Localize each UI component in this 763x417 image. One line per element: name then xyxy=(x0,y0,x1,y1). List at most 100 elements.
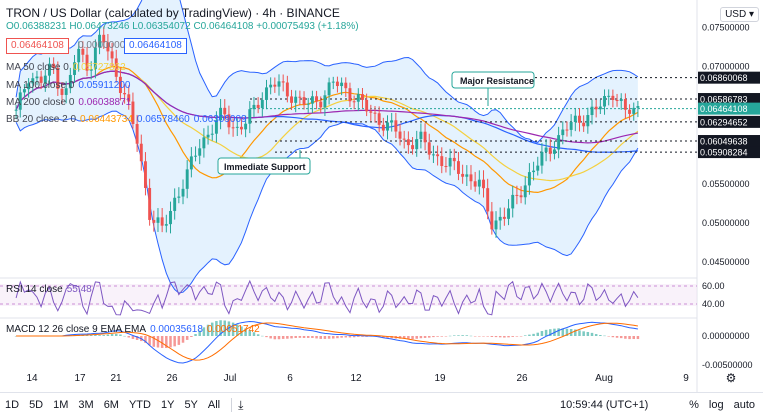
candle-body xyxy=(89,69,93,71)
candle-body xyxy=(156,217,160,223)
candle-body xyxy=(352,101,356,103)
candle xyxy=(427,133,431,160)
candle xyxy=(461,164,465,184)
macd-histogram-bar xyxy=(582,331,585,336)
macd-histogram-bar xyxy=(436,336,439,337)
candle-body xyxy=(265,87,268,100)
ma200-legend[interactable]: MA 200 close 0 0.06038871 xyxy=(6,97,131,108)
candle xyxy=(68,67,72,94)
candle-body xyxy=(177,196,181,198)
macd-histogram-bar xyxy=(482,336,485,337)
candle-body xyxy=(502,216,506,219)
candle-body xyxy=(310,96,314,104)
ma100-label: MA 100 close 0 xyxy=(6,80,75,91)
candle xyxy=(586,107,590,134)
macd-histogram-bar xyxy=(144,336,147,343)
timeframe-5y[interactable]: 5Y xyxy=(184,399,198,411)
timeframe-6m[interactable]: 6M xyxy=(103,399,119,411)
currency-select[interactable]: USD ▾ xyxy=(720,7,759,22)
macd-histogram-bar xyxy=(423,336,427,338)
macd-histogram-bar xyxy=(319,336,322,339)
macd-histogram-bar xyxy=(578,330,581,336)
price-label-text: 0.06586783 xyxy=(700,95,748,105)
candle xyxy=(185,160,189,199)
timeframe-1m[interactable]: 1M xyxy=(53,399,69,411)
macd-histogram-bar xyxy=(611,336,615,338)
log-toggle[interactable]: log xyxy=(708,399,724,411)
candle xyxy=(285,75,289,103)
candle-body xyxy=(511,194,515,209)
candle xyxy=(85,47,89,77)
candle-body xyxy=(532,170,536,173)
macd-legend[interactable]: MACD 12 26 close 9 EMA EMA 0.00035618 0.00… xyxy=(6,324,260,335)
sell-price-box[interactable]: 0.06464108 xyxy=(6,38,69,54)
buy-price-box[interactable]: 0.06464108 xyxy=(124,38,187,54)
candle xyxy=(373,106,377,123)
macd-histogram-bar xyxy=(114,333,118,336)
timeframe-5d[interactable]: 5D xyxy=(29,399,44,411)
candle xyxy=(515,185,519,205)
candle xyxy=(18,87,22,118)
bollinger-basis-line xyxy=(15,65,639,194)
candle xyxy=(139,134,143,171)
candle-body xyxy=(515,194,519,196)
macd-histogram-bar xyxy=(248,330,252,336)
candle xyxy=(194,146,198,162)
price-chart[interactable]: Major Resistance Immediate Support 60.00 4… xyxy=(0,0,763,392)
timeframe-all[interactable]: All xyxy=(207,399,221,411)
timeframe-1d[interactable]: 1D xyxy=(5,399,20,411)
candle-body xyxy=(73,62,76,75)
macd-histogram-bar xyxy=(607,336,610,337)
rsi-legend[interactable]: RSI 14 close 55.48 xyxy=(6,284,92,295)
candle-body xyxy=(298,96,302,98)
annotation-box xyxy=(217,157,311,175)
candle xyxy=(239,118,243,135)
timeframe-ytd[interactable]: YTD xyxy=(128,399,151,411)
settings-gear-icon[interactable]: ⚙ xyxy=(726,371,737,385)
auto-toggle[interactable]: auto xyxy=(733,399,755,411)
candle-body xyxy=(565,129,569,131)
candle-body xyxy=(578,115,581,123)
spread-value: 0.00000000 xyxy=(78,40,131,51)
candle xyxy=(636,100,640,118)
candle xyxy=(540,143,544,174)
bb-legend[interactable]: BB 20 close 2 0 0.06443734 0.06578460 0.063… xyxy=(6,114,247,125)
candle-body xyxy=(590,106,594,116)
macd-histogram-bar xyxy=(427,336,431,338)
macd-histogram-bar xyxy=(603,335,606,337)
timeframe-1y[interactable]: 1Y xyxy=(160,399,175,411)
candle-body xyxy=(273,84,277,87)
candle xyxy=(477,170,481,195)
candle xyxy=(60,82,64,105)
bollinger-lower-line xyxy=(15,110,639,294)
candle xyxy=(177,187,181,204)
candle xyxy=(277,74,281,96)
candle xyxy=(106,33,110,61)
candle-body xyxy=(406,139,410,146)
candle xyxy=(265,79,268,110)
candle-body xyxy=(56,68,60,89)
date-range-icon[interactable]: ⤓ xyxy=(238,397,244,412)
candle-body xyxy=(81,48,85,55)
candle-body xyxy=(498,216,502,221)
timeframe-3m[interactable]: 3M xyxy=(78,399,94,411)
candle-body xyxy=(214,120,218,134)
macd-histogram-bar xyxy=(624,336,627,339)
ma50-legend[interactable]: MA 50 close 0 0.05727862 xyxy=(6,62,126,73)
change-value: +0.00075493 (+1.18%) xyxy=(256,21,359,32)
candle-body xyxy=(377,113,381,125)
percent-toggle[interactable]: % xyxy=(689,399,699,411)
candle xyxy=(269,77,273,95)
candle xyxy=(206,125,210,145)
candle xyxy=(290,89,293,111)
candle-body xyxy=(507,208,511,219)
candle-body xyxy=(494,220,498,230)
candle-body xyxy=(194,155,198,157)
candle xyxy=(248,101,252,134)
price-label-box xyxy=(698,146,760,159)
price-label-box xyxy=(698,115,760,128)
macd-histogram-bar xyxy=(599,335,602,336)
ma100-legend[interactable]: MA 100 close 0 0.05911200 xyxy=(6,80,130,91)
candle-body xyxy=(619,99,623,102)
candle xyxy=(64,81,68,104)
